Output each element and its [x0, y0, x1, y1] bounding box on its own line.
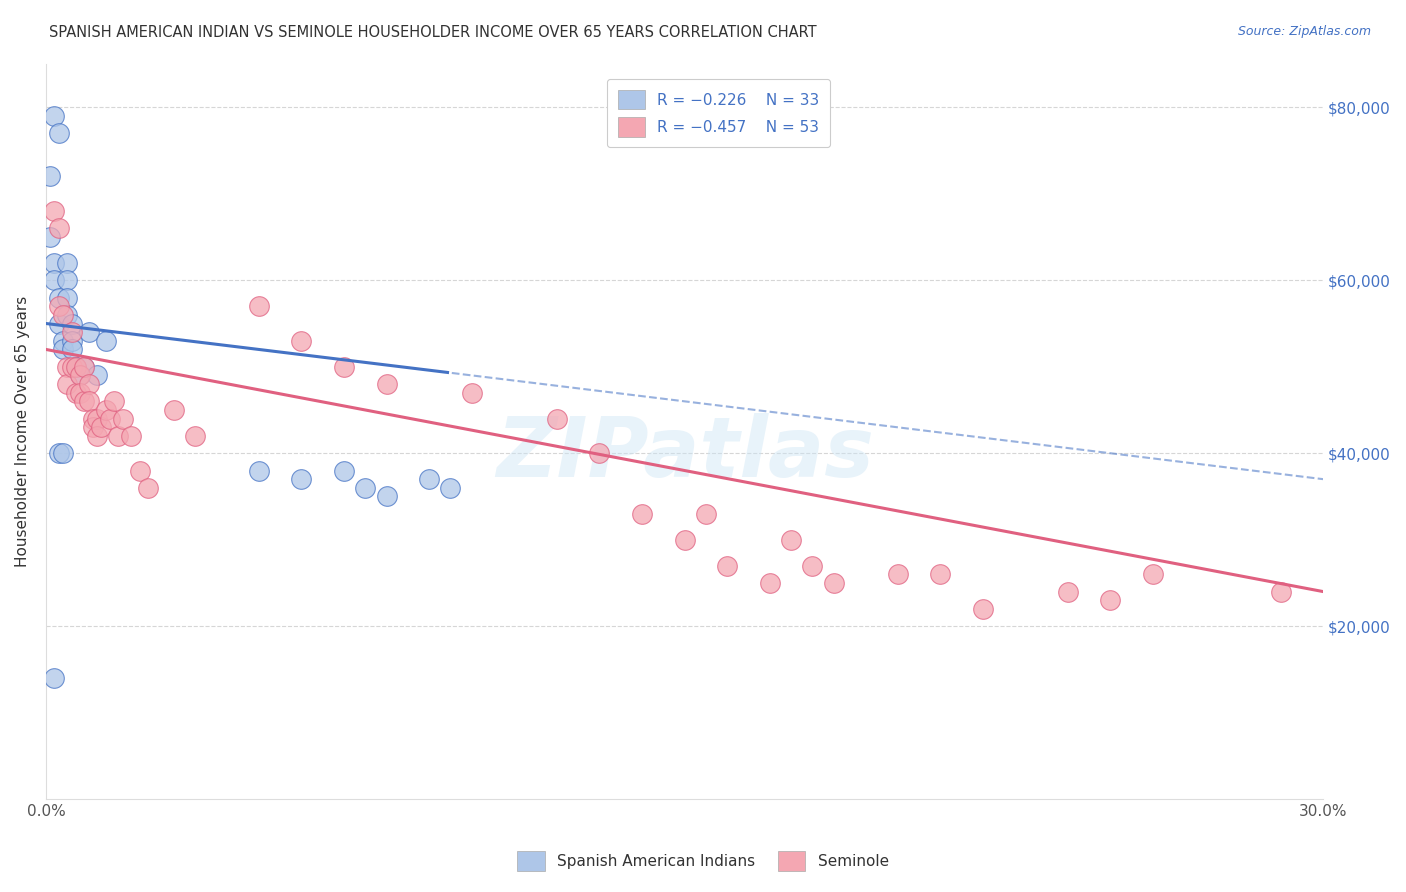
Point [375, 377, 398, 392]
Point [886, 567, 908, 582]
Text: ZIPatlas: ZIPatlas [496, 413, 873, 494]
Point [375, 490, 398, 504]
Point [120, 429, 142, 443]
Point [65, 359, 87, 374]
Point [44, 204, 66, 219]
Point [588, 446, 610, 460]
Point [69, 368, 91, 383]
Legend: Spanish American Indians, Seminole: Spanish American Indians, Seminole [508, 842, 898, 880]
Point [56, 273, 79, 287]
Point [48, 317, 70, 331]
Point [136, 481, 159, 495]
Point [77, 325, 100, 339]
Point [1142, 567, 1164, 582]
Point [82, 411, 104, 425]
Point [60, 317, 83, 331]
Point [73, 359, 96, 374]
Point [44, 256, 66, 270]
Point [73, 359, 96, 374]
Point [48, 221, 70, 235]
Point [39, 169, 62, 184]
Point [631, 507, 654, 521]
Point [44, 109, 66, 123]
Point [48, 126, 70, 140]
Point [758, 576, 780, 591]
Point [86, 368, 108, 383]
Point [56, 359, 79, 374]
Point [94, 334, 117, 348]
Point [73, 394, 96, 409]
Point [929, 567, 952, 582]
Point [48, 291, 70, 305]
Point [56, 377, 79, 392]
Legend: R = −0.226    N = 33, R = −0.457    N = 53: R = −0.226 N = 33, R = −0.457 N = 53 [607, 79, 831, 147]
Point [103, 394, 125, 409]
Point [77, 377, 100, 392]
Point [972, 602, 994, 616]
Point [673, 533, 696, 547]
Point [60, 325, 83, 339]
Point [52, 308, 75, 322]
Point [780, 533, 803, 547]
Point [1056, 584, 1078, 599]
Text: Source: ZipAtlas.com: Source: ZipAtlas.com [1237, 25, 1371, 38]
Point [418, 472, 440, 486]
Point [82, 420, 104, 434]
Point [60, 334, 83, 348]
Point [823, 576, 845, 591]
Point [290, 334, 312, 348]
Point [39, 230, 62, 244]
Point [44, 671, 66, 685]
Point [65, 359, 87, 374]
Text: SPANISH AMERICAN INDIAN VS SEMINOLE HOUSEHOLDER INCOME OVER 65 YEARS CORRELATION: SPANISH AMERICAN INDIAN VS SEMINOLE HOUS… [49, 25, 817, 40]
Point [801, 558, 824, 573]
Point [98, 411, 121, 425]
Point [354, 481, 377, 495]
Point [90, 420, 112, 434]
Point [716, 558, 738, 573]
Point [56, 308, 79, 322]
Point [69, 385, 91, 400]
Point [111, 411, 134, 425]
Point [86, 429, 108, 443]
Point [247, 299, 270, 313]
Point [65, 385, 87, 400]
Point [52, 334, 75, 348]
Point [333, 463, 356, 477]
Point [52, 343, 75, 357]
Point [86, 411, 108, 425]
Point [44, 273, 66, 287]
Point [247, 463, 270, 477]
Point [461, 385, 484, 400]
Point [56, 256, 79, 270]
Point [1270, 584, 1292, 599]
Point [695, 507, 717, 521]
Point [290, 472, 312, 486]
Point [56, 291, 79, 305]
Point [48, 299, 70, 313]
Point [546, 411, 568, 425]
Point [77, 394, 100, 409]
Point [60, 359, 83, 374]
Point [163, 403, 186, 417]
Point [52, 446, 75, 460]
Point [333, 359, 356, 374]
Point [439, 481, 461, 495]
Point [128, 463, 150, 477]
Point [60, 343, 83, 357]
Point [69, 368, 91, 383]
Y-axis label: Householder Income Over 65 years: Householder Income Over 65 years [15, 296, 30, 567]
Point [48, 446, 70, 460]
Point [184, 429, 207, 443]
Point [1099, 593, 1122, 607]
Point [107, 429, 129, 443]
Point [94, 403, 117, 417]
